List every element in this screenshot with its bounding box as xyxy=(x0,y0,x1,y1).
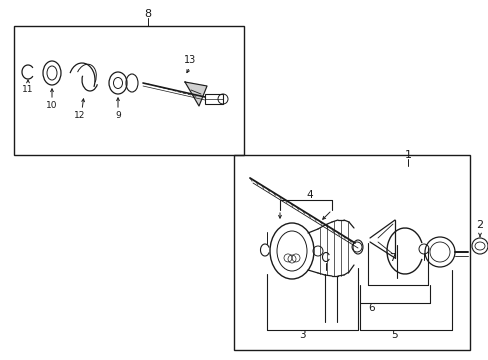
Text: 4: 4 xyxy=(306,190,313,200)
Text: 12: 12 xyxy=(74,111,85,120)
Text: 3: 3 xyxy=(298,330,305,340)
Bar xyxy=(204,94,223,104)
Text: 8: 8 xyxy=(144,9,151,19)
Bar xyxy=(14,26,244,155)
Text: 10: 10 xyxy=(46,100,58,109)
Text: 5: 5 xyxy=(391,330,398,340)
Text: 13: 13 xyxy=(183,55,196,65)
Text: 11: 11 xyxy=(22,85,34,94)
Text: 7: 7 xyxy=(388,253,394,263)
Text: 9: 9 xyxy=(115,111,121,120)
Text: 1: 1 xyxy=(404,150,411,160)
Bar xyxy=(234,155,469,350)
Polygon shape xyxy=(184,82,206,106)
Text: 6: 6 xyxy=(368,303,375,313)
Text: 2: 2 xyxy=(475,220,483,230)
